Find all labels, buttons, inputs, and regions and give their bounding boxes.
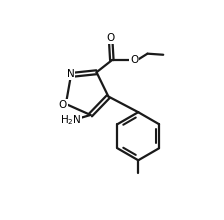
Text: O: O: [58, 100, 67, 110]
Text: N: N: [67, 70, 74, 79]
Text: O: O: [107, 33, 115, 43]
Text: H$_2$N: H$_2$N: [60, 114, 82, 127]
Text: O: O: [130, 55, 138, 65]
